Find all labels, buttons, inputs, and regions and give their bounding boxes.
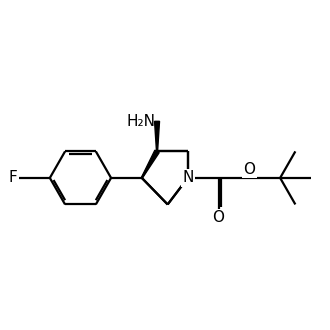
Text: F: F	[9, 170, 17, 185]
Text: O: O	[213, 211, 225, 225]
Polygon shape	[154, 121, 159, 151]
Text: O: O	[243, 162, 255, 177]
Polygon shape	[141, 150, 159, 178]
Text: N: N	[182, 170, 193, 185]
Text: H₂N: H₂N	[126, 114, 155, 129]
